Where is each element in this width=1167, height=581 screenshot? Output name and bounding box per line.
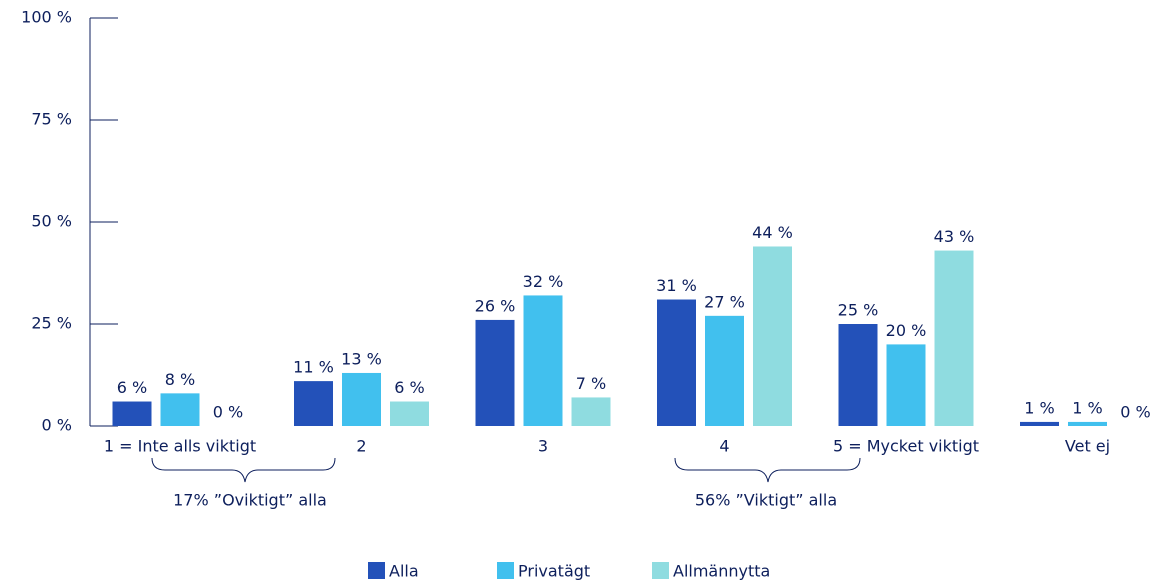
value-label: 7 % bbox=[576, 374, 606, 393]
value-label: 1 % bbox=[1024, 398, 1054, 417]
x-tick-label: 3 bbox=[538, 437, 548, 456]
bar bbox=[705, 315, 744, 426]
value-label: 8 % bbox=[165, 370, 195, 389]
bar bbox=[1068, 421, 1107, 426]
x-tick-label: 4 bbox=[719, 437, 729, 456]
value-label: 26 % bbox=[475, 296, 516, 315]
bar bbox=[838, 324, 878, 426]
y-tick-label: 100 % bbox=[21, 8, 72, 27]
legend-label: Privatägt bbox=[518, 562, 590, 581]
legend-label: Alla bbox=[389, 562, 419, 581]
y-tick-label: 0 % bbox=[42, 416, 72, 435]
value-label: 1 % bbox=[1072, 398, 1102, 417]
bar bbox=[657, 299, 696, 426]
value-label: 0 % bbox=[213, 403, 243, 422]
bar bbox=[523, 295, 563, 426]
value-label: 20 % bbox=[886, 321, 927, 340]
value-label: 32 % bbox=[523, 272, 564, 291]
x-tick-label: Vet ej bbox=[1065, 437, 1110, 456]
bar bbox=[475, 319, 515, 426]
value-label: 13 % bbox=[341, 349, 382, 368]
value-label: 44 % bbox=[752, 223, 793, 242]
y-tick-label: 25 % bbox=[31, 314, 72, 333]
legend-swatch bbox=[652, 562, 669, 579]
legend-swatch bbox=[368, 562, 385, 579]
x-tick-label: 5 = Mycket viktigt bbox=[833, 437, 979, 456]
bar bbox=[1020, 421, 1059, 426]
value-label: 43 % bbox=[934, 227, 975, 246]
x-tick-label: 2 bbox=[356, 437, 366, 456]
value-label: 6 % bbox=[394, 378, 424, 397]
value-label: 6 % bbox=[117, 378, 147, 397]
x-tick-label: 1 = Inte alls viktigt bbox=[104, 437, 256, 456]
brace bbox=[151, 457, 336, 483]
bar bbox=[934, 250, 974, 426]
bar bbox=[571, 397, 611, 426]
legend-label: Allmännytta bbox=[673, 562, 770, 581]
annotation: 17% ”Oviktigt” alla bbox=[173, 491, 327, 510]
bar bbox=[112, 401, 152, 426]
value-label: 0 % bbox=[1120, 403, 1150, 422]
bar bbox=[160, 393, 200, 426]
y-tick-label: 75 % bbox=[31, 110, 72, 129]
annotation: 56% ”Viktigt” alla bbox=[695, 491, 837, 510]
bar bbox=[886, 344, 926, 426]
value-label: 25 % bbox=[838, 301, 879, 320]
bar bbox=[294, 381, 333, 426]
value-label: 31 % bbox=[656, 276, 697, 295]
bar bbox=[390, 401, 429, 426]
y-tick-label: 50 % bbox=[31, 212, 72, 231]
bar bbox=[753, 246, 792, 426]
bar bbox=[342, 372, 381, 426]
value-label: 11 % bbox=[293, 358, 334, 377]
value-label: 27 % bbox=[704, 292, 745, 311]
legend-swatch bbox=[497, 562, 514, 579]
brace bbox=[674, 457, 861, 483]
